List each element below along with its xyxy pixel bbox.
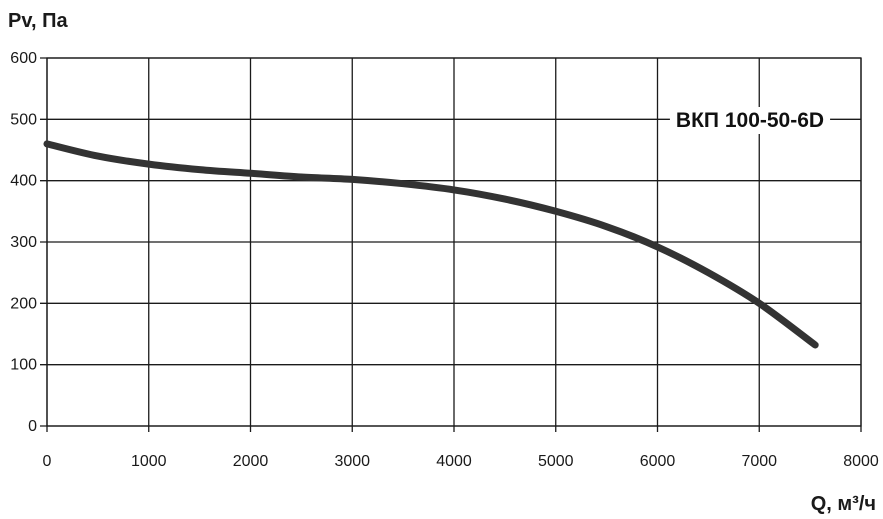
y-tick-label: 500 <box>10 111 37 128</box>
x-tick-label: 4000 <box>436 453 472 470</box>
y-tick-label: 200 <box>10 295 37 312</box>
x-axis-ticks: 0 1000 2000 3000 4000 5000 6000 7000 8000 <box>43 453 879 470</box>
y-tick-label: 600 <box>10 50 37 67</box>
y-tick-label: 0 <box>28 418 37 435</box>
x-tick-label: 0 <box>43 453 52 470</box>
plot-frame <box>46 57 862 427</box>
x-tick-label: 8000 <box>843 453 879 470</box>
x-tick-label: 6000 <box>640 453 676 470</box>
y-axis-ticks: 0 100 200 300 400 500 600 <box>10 50 37 435</box>
x-axis-title: Q, м³/ч <box>811 493 876 515</box>
x-tick-label: 3000 <box>334 453 370 470</box>
series-label: ВКП 100-50-6D <box>676 109 824 132</box>
x-tick-label: 7000 <box>741 453 777 470</box>
series-line <box>43 140 819 349</box>
y-axis-title: Pv, Па <box>8 10 68 32</box>
y-tick-label: 300 <box>10 234 37 251</box>
x-tick-label: 2000 <box>233 453 269 470</box>
x-tick-label: 1000 <box>131 453 167 470</box>
x-tick-label: 5000 <box>538 453 574 470</box>
y-tick-label: 100 <box>10 357 37 374</box>
y-tick-label: 400 <box>10 173 37 190</box>
series-label-background <box>669 107 831 134</box>
